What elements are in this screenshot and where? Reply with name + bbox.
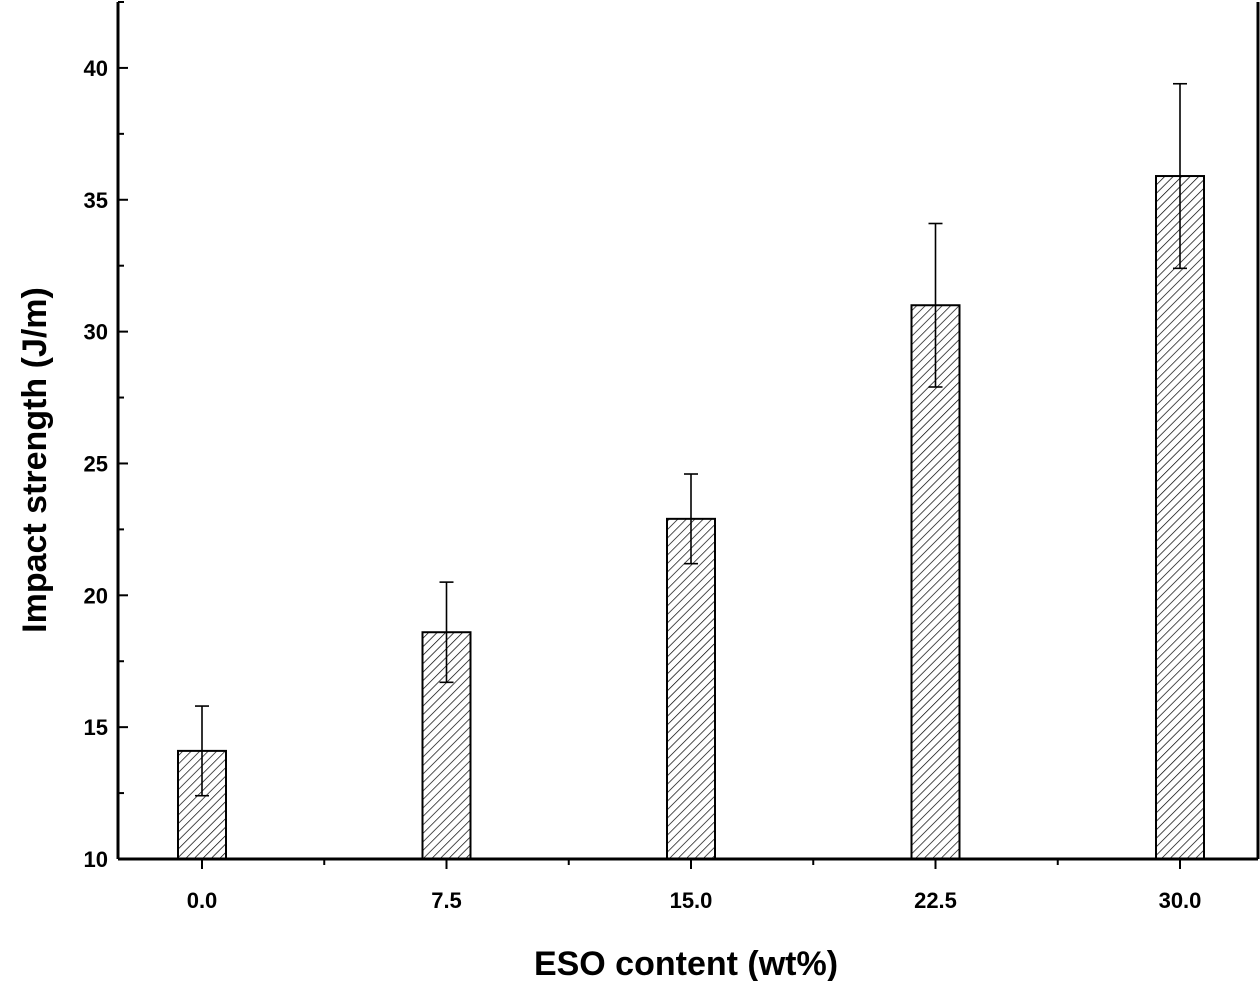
x-tick-label: 22.5 xyxy=(914,888,957,913)
x-tick-label: 7.5 xyxy=(431,888,462,913)
x-tick-label: 0.0 xyxy=(187,888,218,913)
y-tick-label: 15 xyxy=(84,715,108,740)
y-tick-label: 25 xyxy=(84,451,108,476)
y-axis-title: Impact strength (J/m) xyxy=(16,287,54,633)
y-tick-label: 10 xyxy=(84,847,108,872)
x-axis-title: ESO content (wt%) xyxy=(534,945,838,981)
bar-15.0 xyxy=(666,517,716,860)
y-tick-label: 20 xyxy=(84,583,108,608)
plot-area: 10 15 20 25 30 35 40 0.0 7.5 15.0 22.5 30.0 xyxy=(84,1,1260,913)
y-tick-label: 35 xyxy=(84,188,108,213)
y-tick-label: 30 xyxy=(84,320,108,345)
x-tick-label: 15.0 xyxy=(670,888,713,913)
y-tick-label: 40 xyxy=(84,56,108,81)
bar-30.0 xyxy=(1155,175,1205,860)
x-tick-label: 30.0 xyxy=(1159,888,1202,913)
bar-22.5 xyxy=(910,304,961,860)
